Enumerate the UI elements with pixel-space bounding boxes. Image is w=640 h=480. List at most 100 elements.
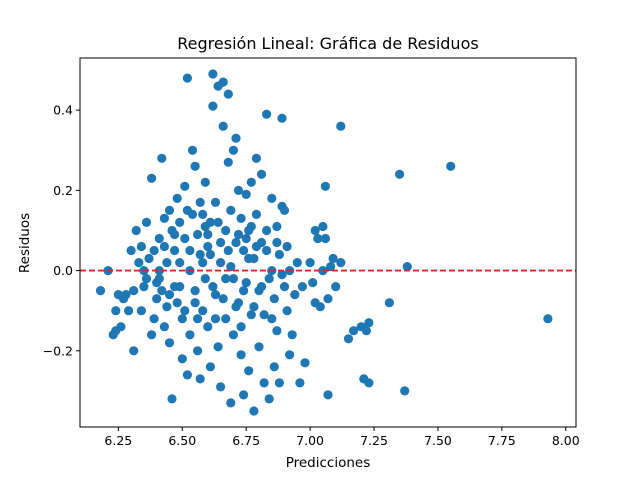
data-point: [198, 306, 208, 316]
data-point: [170, 229, 180, 240]
data-point: [216, 382, 226, 392]
data-point: [159, 322, 169, 332]
y-tick-label: 0.2: [53, 183, 73, 198]
data-point: [193, 229, 203, 240]
data-point: [361, 326, 371, 336]
data-point: [364, 378, 374, 388]
x-axis-ticks: 6.25 6.50 6.75 7.00 7.25 7.50 7.75 8.00: [104, 427, 580, 448]
data-point: [290, 290, 300, 300]
data-point: [195, 197, 205, 207]
data-point: [216, 237, 226, 248]
x-tick-label: 7.75: [488, 433, 516, 448]
data-point: [251, 241, 261, 252]
data-point: [193, 346, 203, 356]
data-point: [259, 310, 269, 320]
x-tick-label: 7.50: [424, 433, 452, 448]
data-point: [364, 318, 374, 328]
data-point: [223, 89, 233, 99]
data-point: [152, 294, 162, 304]
data-point: [269, 362, 279, 372]
data-point: [262, 245, 272, 256]
data-point: [239, 390, 249, 400]
data-point: [272, 237, 282, 248]
x-tick-label: 7.00: [296, 433, 324, 448]
data-point: [313, 233, 323, 244]
data-point: [285, 350, 295, 360]
data-point: [216, 258, 226, 268]
data-point: [395, 169, 405, 179]
data-point: [274, 378, 284, 388]
data-point: [256, 282, 267, 292]
data-point: [185, 330, 195, 340]
data-point: [274, 249, 284, 260]
data-point: [323, 390, 333, 400]
data-point: [111, 306, 121, 316]
data-point: [124, 306, 134, 316]
data-point: [256, 169, 267, 179]
data-point: [251, 209, 261, 219]
data-point: [162, 258, 172, 268]
data-point: [200, 221, 210, 232]
data-point: [223, 157, 233, 167]
data-point: [279, 282, 290, 292]
x-tick-label: 6.75: [232, 433, 260, 448]
data-point: [221, 314, 231, 324]
data-point: [218, 121, 228, 131]
data-point: [320, 181, 330, 191]
data-point: [190, 298, 200, 308]
data-point: [262, 225, 272, 236]
scatter-points: [95, 69, 553, 416]
data-point: [218, 77, 228, 87]
data-point: [295, 378, 305, 388]
data-point: [292, 258, 302, 268]
data-point: [180, 181, 190, 191]
data-point: [233, 229, 244, 240]
data-point: [318, 221, 328, 232]
data-point: [164, 205, 175, 215]
data-point: [164, 290, 175, 300]
y-axis-ticks: −0.2 0.0 0.2 0.4: [43, 103, 80, 358]
data-point: [221, 225, 231, 236]
data-point: [203, 229, 213, 240]
data-point: [205, 249, 215, 260]
data-point: [259, 378, 269, 388]
data-point: [172, 193, 182, 203]
data-point: [228, 330, 238, 340]
data-point: [218, 294, 228, 304]
data-point: [116, 322, 126, 332]
data-point: [241, 278, 251, 288]
data-point: [147, 173, 157, 183]
data-point: [141, 217, 152, 227]
data-point: [154, 266, 164, 276]
data-point: [231, 133, 241, 143]
data-point: [121, 290, 131, 300]
data-point: [154, 233, 164, 244]
data-point: [239, 245, 249, 256]
data-point: [164, 338, 175, 348]
data-point: [180, 306, 190, 316]
data-point: [195, 249, 205, 260]
data-point: [236, 350, 246, 360]
data-point: [236, 322, 246, 332]
data-point: [231, 302, 241, 312]
data-point: [157, 153, 167, 163]
data-point: [239, 286, 249, 296]
data-point: [272, 221, 282, 232]
data-point: [233, 185, 244, 195]
data-point: [254, 342, 264, 352]
data-point: [175, 217, 185, 227]
data-point: [205, 362, 215, 372]
data-point: [208, 282, 218, 292]
data-point: [305, 258, 315, 268]
data-point: [300, 358, 310, 368]
data-point: [328, 253, 338, 264]
data-point: [402, 262, 412, 272]
data-point: [126, 245, 136, 256]
data-point: [203, 322, 213, 332]
data-point: [210, 290, 221, 300]
data-point: [231, 237, 241, 248]
data-point: [177, 354, 187, 364]
data-point: [282, 306, 292, 316]
x-tick-label: 8.00: [552, 433, 580, 448]
